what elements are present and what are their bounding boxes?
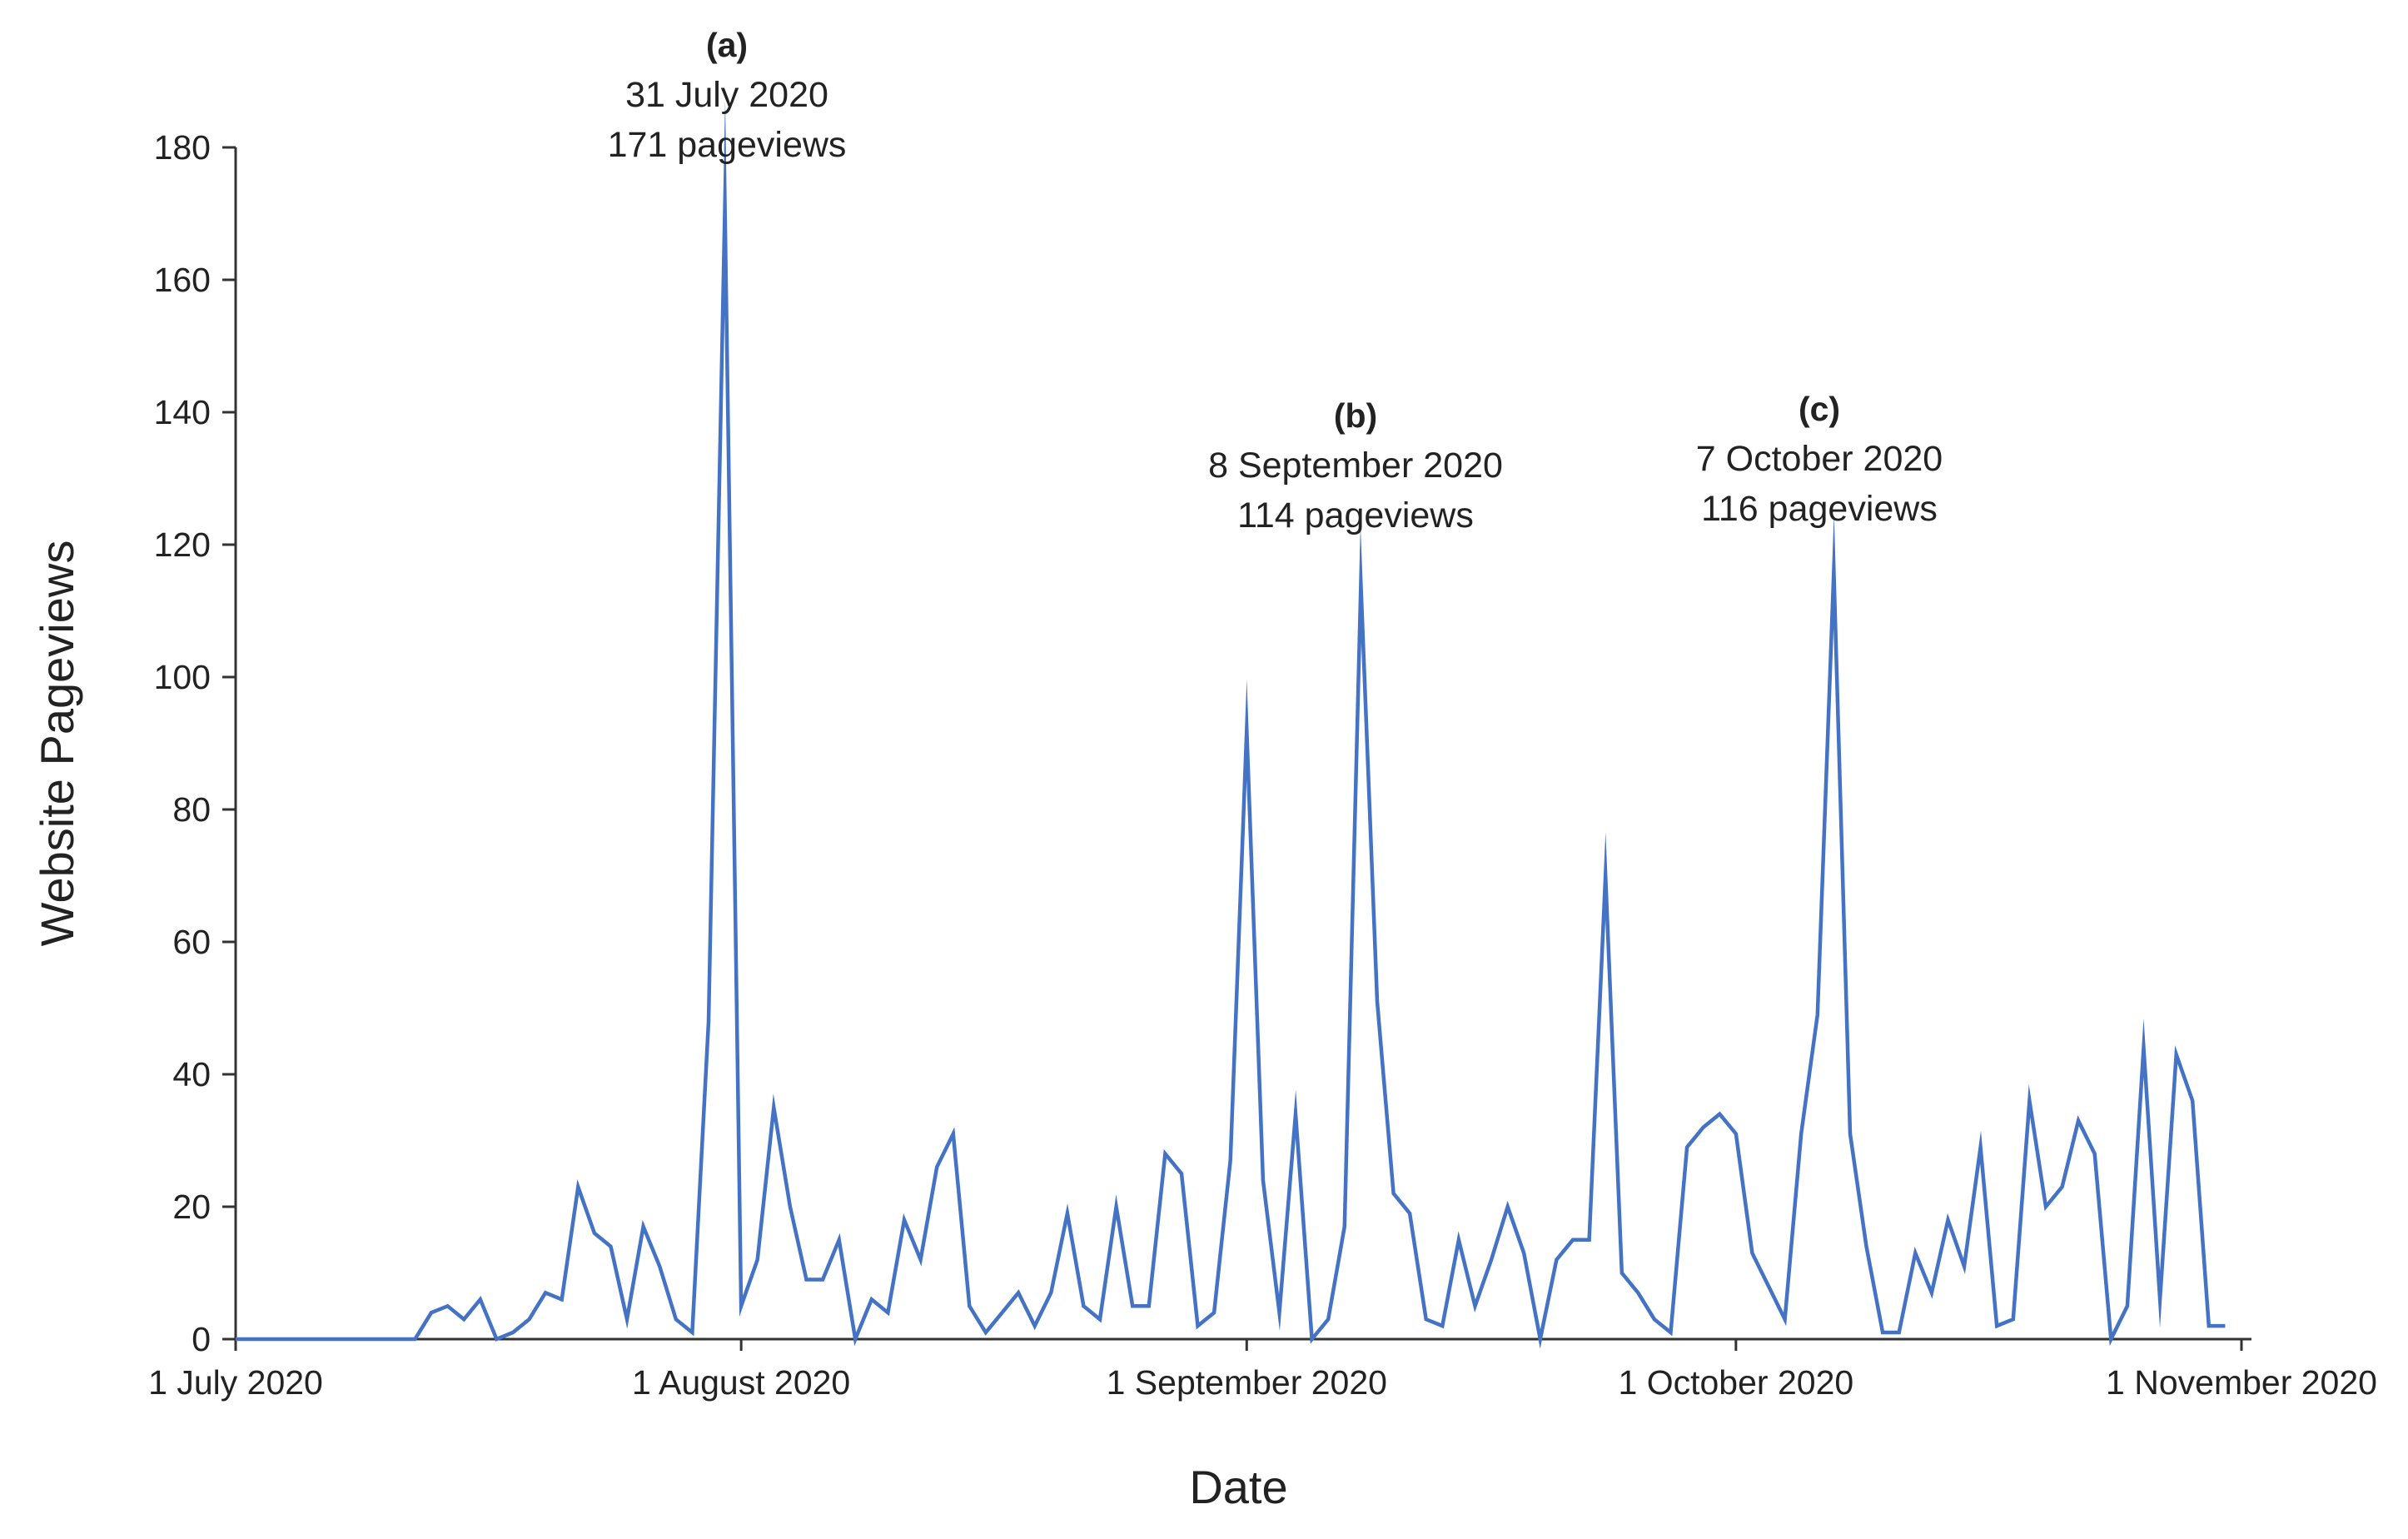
y-tick-label: 80	[172, 790, 211, 829]
y-tick-label: 0	[192, 1320, 211, 1358]
x-axis-title: Date	[1189, 1461, 1287, 1513]
y-tick-label: 40	[172, 1055, 211, 1093]
x-axis-ticks: 1 July 2020 1 August 2020 1 September 2020…	[148, 1339, 2377, 1402]
annotation-date: 8 September 2020	[1208, 446, 1503, 486]
y-axis-ticks: 0 20 40 60 80 100 120 140 160 180	[154, 128, 236, 1358]
y-tick-label: 160	[154, 261, 211, 299]
y-tick-label: 60	[172, 923, 211, 961]
x-tick-label: 1 October 2020	[1619, 1363, 1854, 1402]
y-tick-label: 100	[154, 658, 211, 696]
annotation-layer: (a) 31 July 2020 171 pageviews (b) 8 Septemb…	[608, 26, 1943, 535]
y-tick-label: 180	[154, 128, 211, 167]
annotation-value: 171 pageviews	[608, 125, 847, 165]
annotation-a: (a) 31 July 2020 171 pageviews	[608, 26, 847, 165]
x-tick-label: 1 August 2020	[632, 1363, 850, 1402]
annotation-date: 31 July 2020	[625, 75, 828, 115]
annotation-c: (c) 7 October 2020 116 pageviews	[1696, 390, 1943, 529]
x-tick-label: 1 July 2020	[148, 1363, 323, 1402]
annotation-label: (a)	[706, 26, 748, 64]
y-tick-label: 140	[154, 393, 211, 431]
x-tick-label: 1 November 2020	[2106, 1363, 2377, 1402]
annotation-value: 116 pageviews	[1701, 489, 1938, 529]
annotation-label: (c)	[1799, 390, 1840, 428]
annotation-b: (b) 8 September 2020 114 pageviews	[1208, 396, 1503, 535]
annotation-value: 114 pageviews	[1237, 496, 1474, 535]
y-tick-label: 20	[172, 1188, 211, 1226]
y-tick-label: 120	[154, 525, 211, 564]
annotation-date: 7 October 2020	[1696, 439, 1943, 479]
series-layer	[236, 99, 2226, 1349]
x-tick-label: 1 September 2020	[1107, 1363, 1387, 1402]
annotation-label: (b)	[1334, 396, 1377, 435]
series-line	[236, 99, 2226, 1349]
y-axis-title: Website Pageviews	[31, 540, 83, 947]
